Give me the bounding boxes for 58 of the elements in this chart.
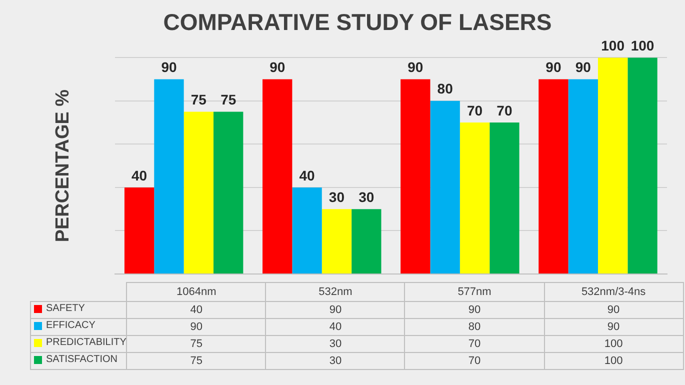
- data-label: 75: [126, 352, 266, 369]
- x-tick-label: 532nm/3-4ns: [581, 286, 646, 298]
- legend-label: EFFICACY: [46, 320, 96, 332]
- bar: [490, 122, 520, 274]
- data-label: 90: [266, 301, 405, 318]
- data-label: 30: [266, 352, 405, 369]
- legend-label: SAFETY: [46, 303, 85, 314]
- data-label: 70: [404, 352, 544, 369]
- data-label: 90: [126, 318, 266, 335]
- data-label: 100: [544, 335, 684, 352]
- bar: [400, 79, 430, 274]
- bar: [430, 100, 460, 274]
- data-label: 40: [126, 301, 266, 318]
- annotation: 90: [546, 59, 562, 76]
- annotation: 70: [466, 102, 483, 118]
- data-label: 70: [404, 335, 544, 352]
- x-tick-label: 532nm: [318, 286, 352, 298]
- x-tick-label: 1064nm: [176, 286, 216, 298]
- data-label: 80: [404, 318, 544, 335]
- annotation: 80: [437, 80, 454, 97]
- data-label: 100: [544, 352, 684, 369]
- data-label: 90: [404, 301, 544, 318]
- text: 100: [601, 37, 625, 54]
- data-label: 90: [544, 318, 684, 335]
- bar: [292, 187, 322, 274]
- bar: [214, 112, 244, 274]
- annotation: 70: [496, 102, 512, 118]
- bar: [598, 58, 628, 274]
- bar: [184, 112, 214, 274]
- data-label: 30: [266, 335, 405, 352]
- bar: [538, 79, 568, 274]
- data-label: 90: [544, 301, 684, 318]
- legend-label: PREDICTABILITY: [46, 337, 126, 348]
- annotation: 40: [299, 167, 316, 184]
- annotation: 40: [132, 167, 148, 184]
- y-axis-title: PERCENTAGE %: [52, 89, 74, 242]
- annotation: 90: [161, 59, 177, 76]
- chart-title: COMPARATIVE STUDY OF LASERS: [163, 9, 552, 36]
- bar: [460, 122, 490, 274]
- annotation: 30: [328, 188, 345, 205]
- data-label: 40: [266, 318, 405, 335]
- x-tick-label: 577nm: [458, 286, 492, 298]
- bar: [322, 209, 352, 274]
- annotation: 75: [220, 92, 236, 108]
- bar: [262, 79, 292, 274]
- annotation: 30: [358, 188, 374, 205]
- data-label: 75: [126, 335, 266, 352]
- bar: [568, 79, 598, 274]
- bar: [352, 209, 382, 274]
- bar: [628, 58, 658, 274]
- bar: [124, 187, 154, 274]
- bar: [154, 79, 184, 274]
- annotation: 75: [190, 92, 207, 108]
- annotation: 90: [575, 59, 592, 76]
- annotation: 90: [270, 59, 286, 76]
- annotation: 90: [408, 59, 424, 76]
- legend-label: SATISFACTION: [46, 354, 118, 366]
- text: 100: [630, 37, 654, 54]
